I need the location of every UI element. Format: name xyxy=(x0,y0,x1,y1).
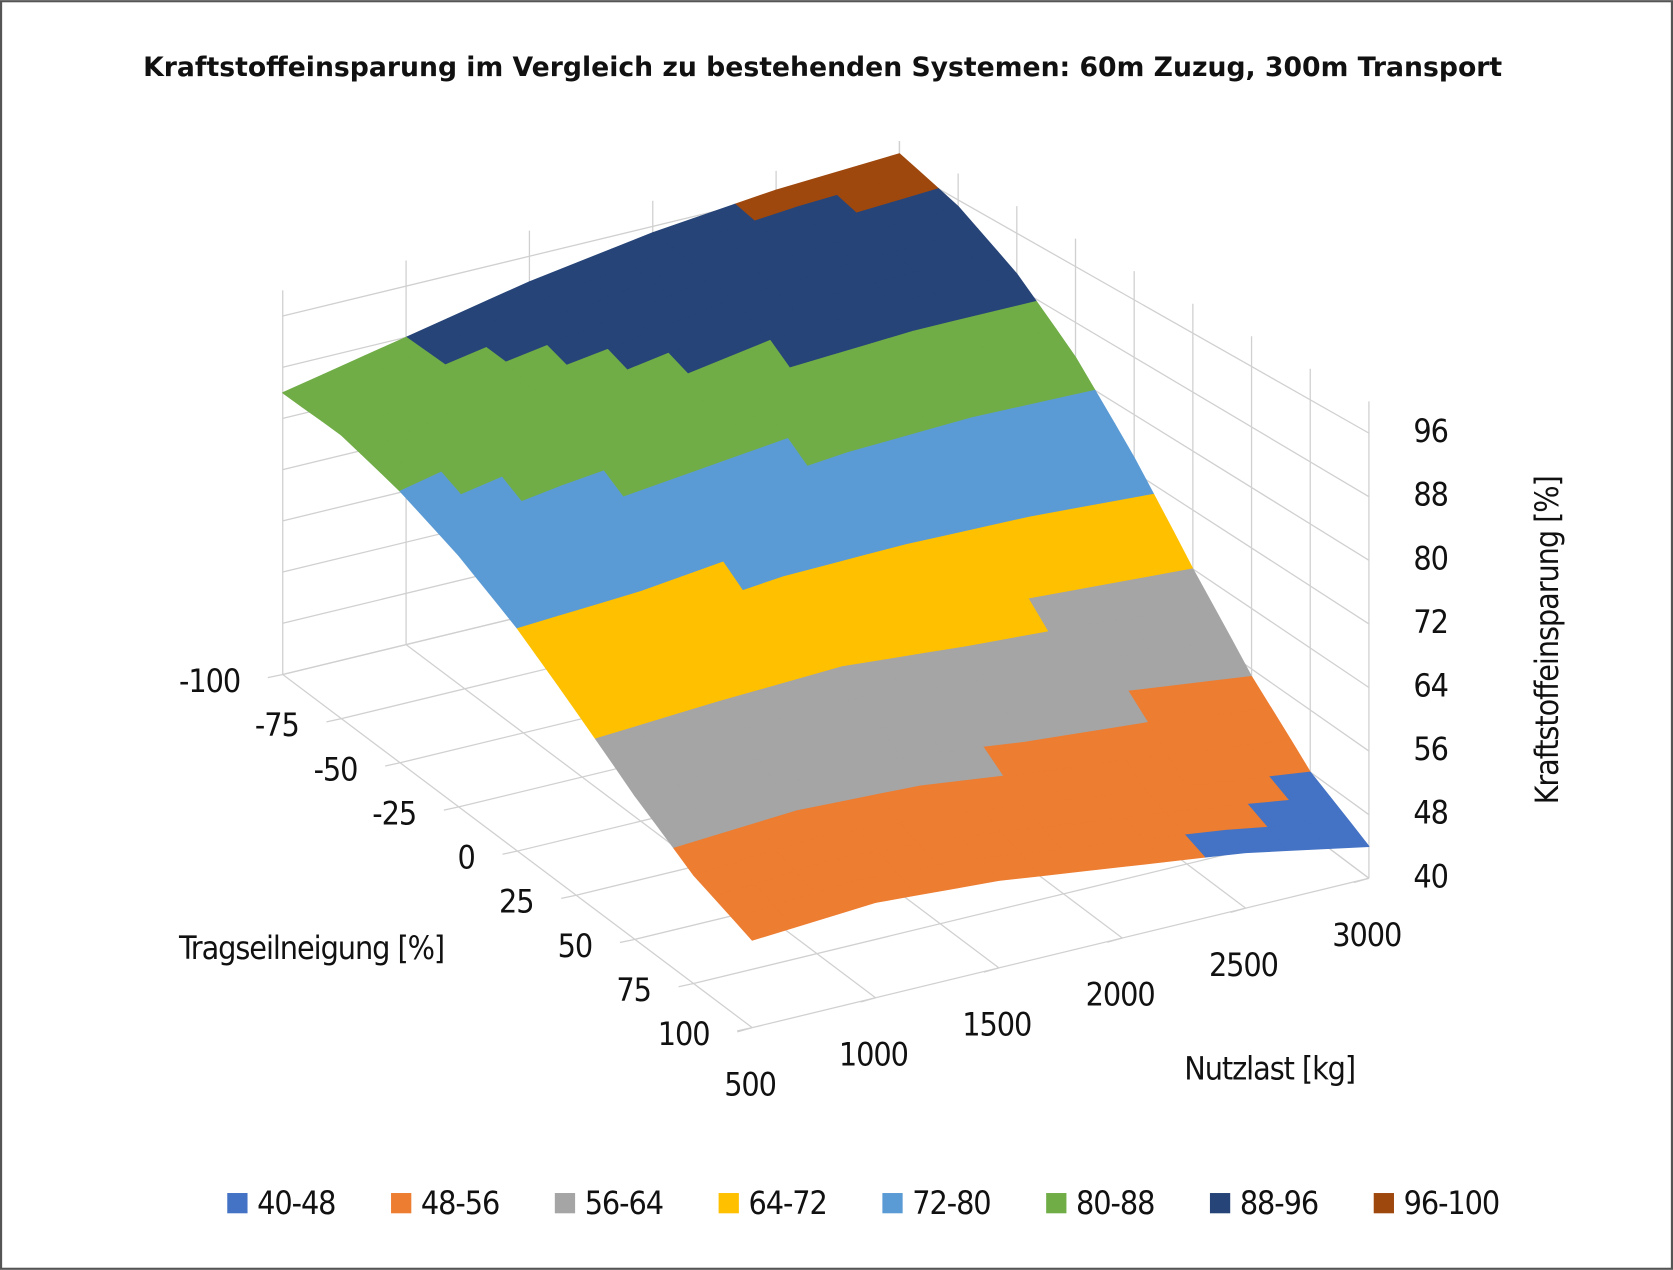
y-tick xyxy=(502,850,518,855)
legend-swatch xyxy=(1373,1193,1394,1214)
y-tick-label: 25 xyxy=(499,883,534,921)
floor-grid-line xyxy=(693,833,1311,985)
y-tick-label: 100 xyxy=(658,1015,710,1053)
y-tick xyxy=(385,762,401,767)
x-tick-label: 1000 xyxy=(839,1035,908,1073)
legend-swatch xyxy=(1046,1193,1067,1214)
y-tick-label: -100 xyxy=(179,662,240,700)
y-axis-title: Tragseilneigung [%] xyxy=(178,929,444,967)
legend-label: 40-48 xyxy=(257,1184,335,1222)
y-tick xyxy=(561,894,577,900)
y-tick xyxy=(737,1027,753,1032)
x-axis-title: Nutzlast [kg] xyxy=(1184,1049,1355,1087)
z-tick-label: 64 xyxy=(1413,666,1447,704)
wall-grid-line xyxy=(899,166,1370,434)
legend-swatch xyxy=(554,1193,576,1214)
legend-label: 64-72 xyxy=(748,1184,826,1222)
legend-label: 96-100 xyxy=(1404,1184,1500,1222)
y-tick-label: 50 xyxy=(558,927,593,965)
y-tick-label: 75 xyxy=(616,971,651,1009)
legend-label: 80-88 xyxy=(1076,1184,1154,1222)
z-tick-label: 88 xyxy=(1413,476,1447,514)
x-tick-label: 3000 xyxy=(1332,916,1401,954)
legend-label: 56-64 xyxy=(585,1184,663,1222)
legend-swatch xyxy=(882,1193,903,1214)
y-tick xyxy=(443,806,459,811)
legend-label: 88-96 xyxy=(1240,1184,1318,1222)
y-tick-label: -50 xyxy=(314,750,358,788)
y-tick xyxy=(619,938,635,944)
y-tick xyxy=(678,982,694,988)
y-tick-label: 0 xyxy=(458,839,475,877)
x-tick-label: 2000 xyxy=(1086,976,1155,1014)
z-tick-label: 96 xyxy=(1413,412,1447,450)
legend-swatch xyxy=(718,1193,739,1214)
floor-grid-line xyxy=(752,877,1370,1029)
legend-swatch xyxy=(227,1193,248,1214)
chart-title: Kraftstoffeinsparung im Vergleich zu bes… xyxy=(143,52,1502,83)
z-tick-label: 72 xyxy=(1413,603,1447,641)
y-tick-label: -75 xyxy=(255,706,299,744)
y-tick xyxy=(267,673,283,679)
y-tick xyxy=(326,717,342,723)
legend-label: 48-56 xyxy=(421,1184,499,1222)
z-tick-label: 80 xyxy=(1413,539,1447,577)
z-tick-label: 40 xyxy=(1413,857,1447,895)
x-tick-label: 1500 xyxy=(962,1006,1031,1044)
surface-cell xyxy=(732,905,794,941)
legend-swatch xyxy=(1209,1193,1231,1214)
z-axis-title: Kraftstoffeinsparung [%] xyxy=(1528,476,1566,804)
x-tick-label: 2500 xyxy=(1209,946,1278,984)
z-tick-label: 56 xyxy=(1413,730,1447,768)
x-tick-label: 500 xyxy=(724,1065,776,1103)
z-tick-label: 48 xyxy=(1413,794,1447,832)
legend-swatch xyxy=(391,1193,412,1214)
legend-label: 72-80 xyxy=(912,1184,990,1222)
y-tick-label: -25 xyxy=(372,794,416,832)
